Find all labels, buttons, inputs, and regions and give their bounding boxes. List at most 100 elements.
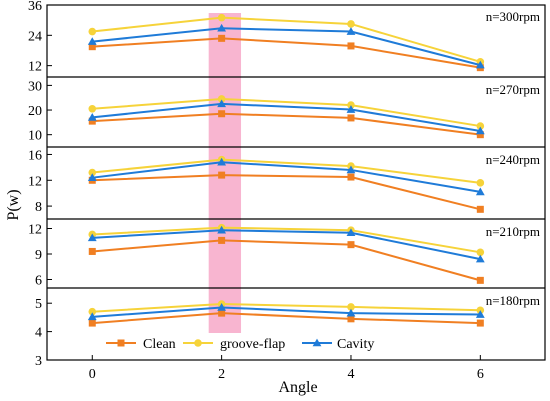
data-point bbox=[217, 157, 227, 166]
data-point bbox=[347, 173, 355, 181]
data-point bbox=[88, 117, 96, 125]
data-point bbox=[476, 131, 484, 139]
series-line bbox=[92, 161, 481, 193]
y-tick-label: 16 bbox=[28, 148, 42, 163]
y-tick-label: 30 bbox=[28, 79, 42, 94]
data-point bbox=[218, 236, 226, 244]
data-point bbox=[475, 60, 485, 69]
data-point bbox=[475, 126, 485, 135]
data-point bbox=[87, 37, 97, 45]
data-point bbox=[347, 241, 355, 249]
data-point bbox=[87, 173, 97, 181]
legend-marker bbox=[117, 339, 125, 347]
series-line bbox=[92, 97, 481, 128]
panel-annotation: n=210rpm bbox=[486, 224, 540, 239]
series-line bbox=[92, 226, 481, 254]
data-point bbox=[347, 20, 355, 28]
data-point bbox=[347, 101, 355, 109]
x-tick-label: 4 bbox=[347, 367, 354, 382]
data-point bbox=[87, 312, 97, 321]
data-point bbox=[218, 309, 226, 317]
series-line bbox=[92, 16, 481, 63]
data-point bbox=[475, 187, 485, 196]
y-tick-label: 12 bbox=[28, 223, 42, 238]
data-point bbox=[347, 303, 355, 311]
y-axis-title: P(w) bbox=[5, 189, 22, 220]
data-point bbox=[346, 165, 356, 174]
series-line bbox=[92, 229, 481, 261]
legend-label: Cavity bbox=[337, 337, 374, 352]
y-tick-label: 10 bbox=[28, 129, 42, 144]
data-point bbox=[476, 276, 484, 284]
data-point bbox=[346, 27, 356, 35]
panel-annotation: n=270rpm bbox=[486, 82, 540, 97]
data-point bbox=[476, 179, 485, 187]
series-line bbox=[92, 158, 481, 184]
data-point bbox=[87, 113, 97, 121]
data-point bbox=[88, 247, 96, 255]
data-point bbox=[88, 105, 97, 113]
data-point bbox=[88, 319, 96, 327]
plot-frame bbox=[46, 4, 546, 361]
y-tick-label: 8 bbox=[35, 200, 42, 215]
data-point bbox=[217, 303, 227, 311]
data-point bbox=[476, 248, 485, 257]
y-tick-label: 5 bbox=[35, 297, 42, 312]
series-layer bbox=[87, 13, 485, 327]
x-axis-title: Angle bbox=[278, 379, 317, 396]
y-tick-label: 9 bbox=[35, 248, 42, 263]
y-tick-label: 4 bbox=[35, 326, 42, 341]
data-point bbox=[218, 110, 226, 118]
data-point bbox=[476, 205, 484, 213]
panel-annotation: n=240rpm bbox=[486, 152, 540, 167]
series-line bbox=[92, 303, 481, 313]
data-point bbox=[218, 171, 226, 179]
data-point bbox=[217, 23, 227, 32]
series-line bbox=[92, 306, 481, 318]
legend-label: groove-flap bbox=[220, 337, 285, 352]
data-point bbox=[475, 254, 485, 263]
legend-label: Clean bbox=[143, 337, 176, 352]
data-point bbox=[346, 228, 356, 237]
y-tick-label: 12 bbox=[28, 174, 42, 189]
series-line bbox=[92, 174, 481, 211]
y-tick-label: 12 bbox=[28, 60, 42, 75]
panel-annotation: n=300rpm bbox=[486, 9, 540, 24]
data-point bbox=[475, 310, 485, 318]
data-point bbox=[88, 307, 97, 316]
data-point bbox=[87, 233, 97, 242]
data-point bbox=[217, 13, 226, 22]
legend-layer: Clean groove-flap Cavity bbox=[106, 337, 374, 352]
data-point bbox=[476, 319, 484, 327]
series-line bbox=[92, 102, 481, 132]
legend-marker bbox=[312, 338, 322, 347]
y-tick-label: 3 bbox=[35, 354, 42, 369]
x-tick-label: 6 bbox=[477, 367, 484, 382]
legend-marker bbox=[194, 339, 202, 347]
data-point bbox=[217, 225, 227, 234]
data-point bbox=[88, 43, 96, 51]
panel-annotation: n=180rpm bbox=[486, 293, 540, 308]
frames-layer: 0 2 4 6 bbox=[46, 4, 546, 382]
x-tick-label: 2 bbox=[218, 367, 225, 382]
x-tick-label: 0 bbox=[89, 367, 96, 382]
data-point bbox=[217, 95, 226, 103]
data-point bbox=[346, 308, 356, 317]
y-tick-label: 24 bbox=[28, 29, 42, 44]
data-point bbox=[476, 122, 485, 130]
series-line bbox=[92, 112, 481, 136]
y-tick-label: 36 bbox=[28, 0, 42, 14]
data-point bbox=[347, 114, 355, 122]
series-line bbox=[92, 239, 481, 282]
series-line bbox=[92, 37, 481, 69]
data-point bbox=[346, 105, 356, 113]
data-point bbox=[88, 27, 97, 36]
series-line bbox=[92, 27, 481, 67]
data-point bbox=[347, 315, 355, 323]
series-line bbox=[92, 312, 481, 325]
data-point bbox=[347, 42, 355, 50]
data-point bbox=[88, 168, 97, 177]
